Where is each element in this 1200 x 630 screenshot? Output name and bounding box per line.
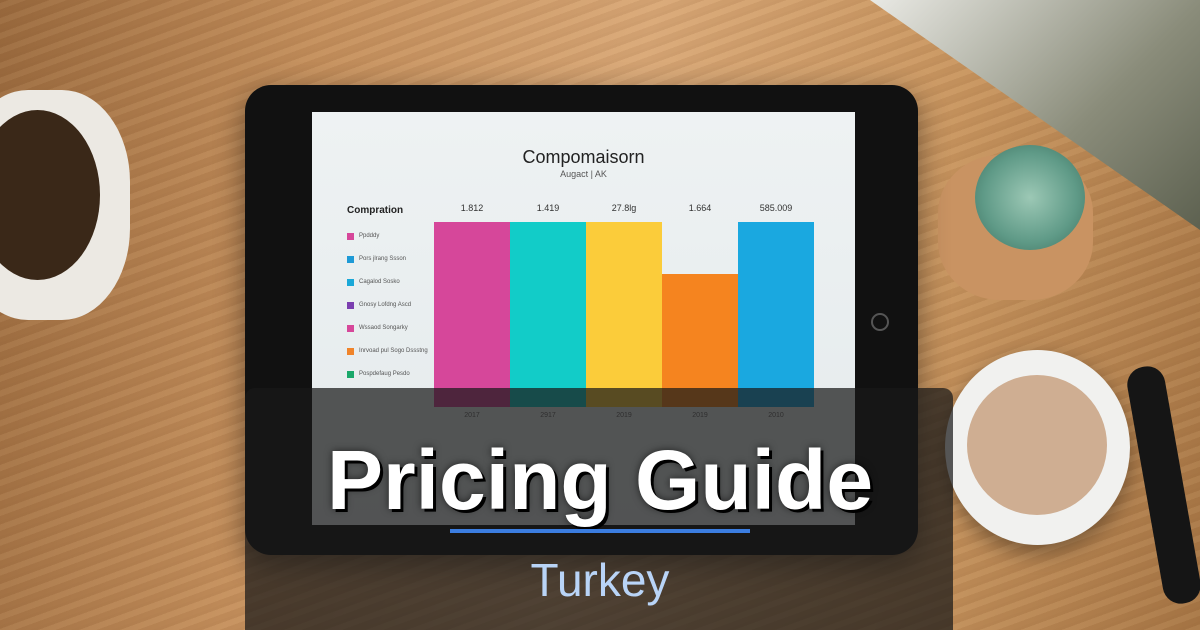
chart-column: 1.419	[510, 197, 586, 407]
page-subtitle: Turkey	[530, 554, 670, 606]
column-value: 27.8lg	[611, 203, 637, 213]
legend-label: Gnosy Lofdng Ascd	[359, 302, 412, 308]
chart-title: Compomaisorn	[522, 147, 645, 167]
legend-swatch	[347, 370, 354, 378]
chart-column: 1.664	[662, 197, 738, 407]
chart-bar	[586, 222, 662, 407]
chart-bar	[434, 222, 510, 407]
legend-swatch	[347, 278, 354, 286]
legend-swatch	[347, 324, 354, 332]
legend-label: Ppdddy	[359, 233, 380, 239]
chart-column: 585.009	[738, 197, 814, 407]
plant-soil-left	[0, 110, 100, 280]
chart-bar	[662, 273, 738, 407]
legend-label: Inrvoad pul Sogo Dssstng	[359, 348, 428, 354]
legend-item: Ppdddy	[347, 232, 379, 240]
legend-swatch	[347, 255, 354, 263]
chart-column: 27.8lg	[586, 197, 662, 407]
chart-bar	[510, 222, 586, 407]
legend-item: Cagalod Sosko	[347, 278, 400, 286]
home-button	[871, 313, 889, 331]
legend-swatch	[347, 347, 354, 355]
succulent	[975, 145, 1085, 250]
legend-item: Pospdefaug Pesdo	[347, 370, 410, 378]
title-overlay	[245, 388, 953, 630]
column-value: 1.419	[536, 203, 560, 213]
legend-label: Pors jlrang Ssson	[359, 256, 407, 262]
column-value: 585.009	[759, 203, 793, 213]
coffee	[967, 375, 1107, 515]
legend-header: Compration	[347, 205, 404, 216]
chart-subtitle: Augact | AK	[560, 169, 607, 179]
chart-column: 1.812	[434, 197, 510, 407]
legend-item: Pors jlrang Ssson	[347, 255, 406, 263]
column-value: 1.664	[688, 203, 712, 213]
legend-label: Wssaod Songarky	[359, 325, 408, 331]
column-value: 1.812	[460, 203, 484, 213]
coffee-cup	[945, 350, 1130, 545]
page-title: Pricing Guide	[326, 433, 874, 527]
legend-swatch	[347, 301, 354, 309]
legend-item: Gnosy Lofdng Ascd	[347, 301, 411, 309]
chart-bar	[738, 222, 814, 407]
legend-item: Inrvoad pul Sogo Dssstng	[347, 347, 428, 355]
legend-label: Cagalod Sosko	[359, 279, 400, 285]
title-underline	[450, 529, 750, 533]
legend-label: Pospdefaug Pesdo	[359, 371, 410, 377]
legend-swatch	[347, 232, 354, 240]
legend-item: Wssaod Songarky	[347, 324, 408, 332]
